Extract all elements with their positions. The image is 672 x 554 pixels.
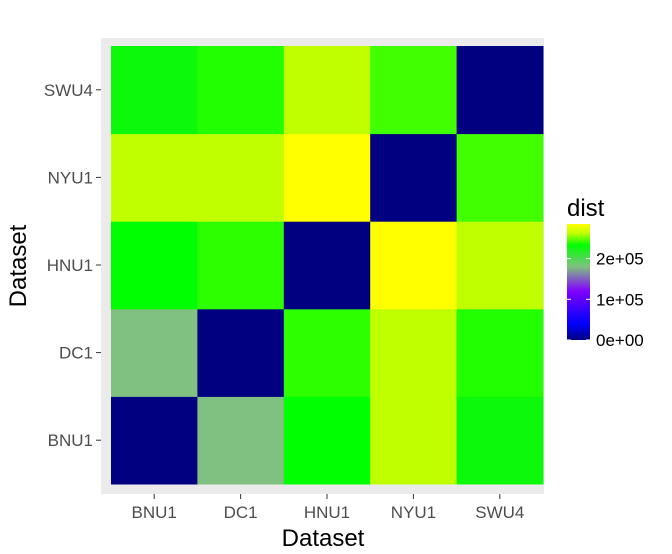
y-axis-ticks: BNU1 DC1 HNU1 NYU1 SWU4 — [44, 81, 101, 450]
y-tick-label: DC1 — [59, 344, 93, 363]
y-axis-title: Dataset — [5, 224, 32, 307]
heatmap-cell-bnu1-swu4 — [111, 46, 198, 135]
heatmap-cell-hnu1-nyu1 — [283, 133, 371, 222]
legend: dist 0e+00 1e+05 2e+05 — [567, 195, 644, 350]
heatmap-cell-hnu1-swu4 — [283, 46, 371, 135]
y-tick-label: NYU1 — [48, 168, 93, 187]
heatmap-cell-swu4-nyu1 — [456, 133, 544, 222]
heatmap-cell-nyu1-bnu1 — [370, 396, 458, 485]
heatmap-cell-hnu1-dc1 — [283, 308, 371, 397]
y-tick-label: SWU4 — [44, 81, 93, 100]
x-axis-title: Dataset — [282, 525, 365, 552]
heatmap-cell-bnu1-hnu1 — [111, 221, 198, 310]
heatmap-cell-bnu1-dc1 — [111, 308, 198, 397]
heatmap-cells — [111, 46, 544, 485]
heatmap-cell-swu4-swu4 — [456, 46, 544, 135]
heatmap-cell-swu4-bnu1 — [456, 396, 544, 485]
heatmap-cell-bnu1-nyu1 — [111, 133, 198, 222]
legend-tick-label: 2e+05 — [596, 250, 644, 269]
y-tick-label: HNU1 — [47, 256, 93, 275]
legend-tick-label: 1e+05 — [596, 290, 644, 309]
legend-tick-label: 0e+00 — [596, 331, 644, 350]
x-tick-label: NYU1 — [391, 503, 436, 522]
heatmap-cell-swu4-hnu1 — [456, 221, 544, 310]
heatmap-cell-swu4-dc1 — [456, 308, 544, 397]
x-tick-label: DC1 — [224, 503, 258, 522]
heatmap-cell-bnu1-bnu1 — [111, 396, 198, 485]
legend-ticks: 0e+00 1e+05 2e+05 — [567, 250, 644, 350]
heatmap-cell-nyu1-swu4 — [370, 46, 458, 135]
heatmap-cell-hnu1-hnu1 — [283, 221, 371, 310]
legend-title: dist — [567, 195, 605, 222]
y-tick-label: BNU1 — [48, 431, 93, 450]
x-tick-label: BNU1 — [132, 503, 177, 522]
heatmap-cell-dc1-hnu1 — [197, 221, 285, 310]
legend-colorbar — [567, 224, 590, 340]
heatmap-cell-nyu1-dc1 — [370, 308, 458, 397]
x-tick-label: HNU1 — [304, 503, 350, 522]
heatmap-cell-hnu1-bnu1 — [283, 396, 371, 485]
x-axis-ticks: BNU1 DC1 HNU1 NYU1 SWU4 — [132, 494, 524, 522]
heatmap-cell-dc1-swu4 — [197, 46, 285, 135]
heatmap-cell-dc1-dc1 — [197, 308, 285, 397]
heatmap-cell-nyu1-nyu1 — [370, 133, 458, 222]
heatmap-cell-dc1-bnu1 — [197, 396, 285, 485]
heatmap-cell-dc1-nyu1 — [197, 133, 285, 222]
heatmap-cell-nyu1-hnu1 — [370, 221, 458, 310]
x-tick-label: SWU4 — [475, 503, 524, 522]
